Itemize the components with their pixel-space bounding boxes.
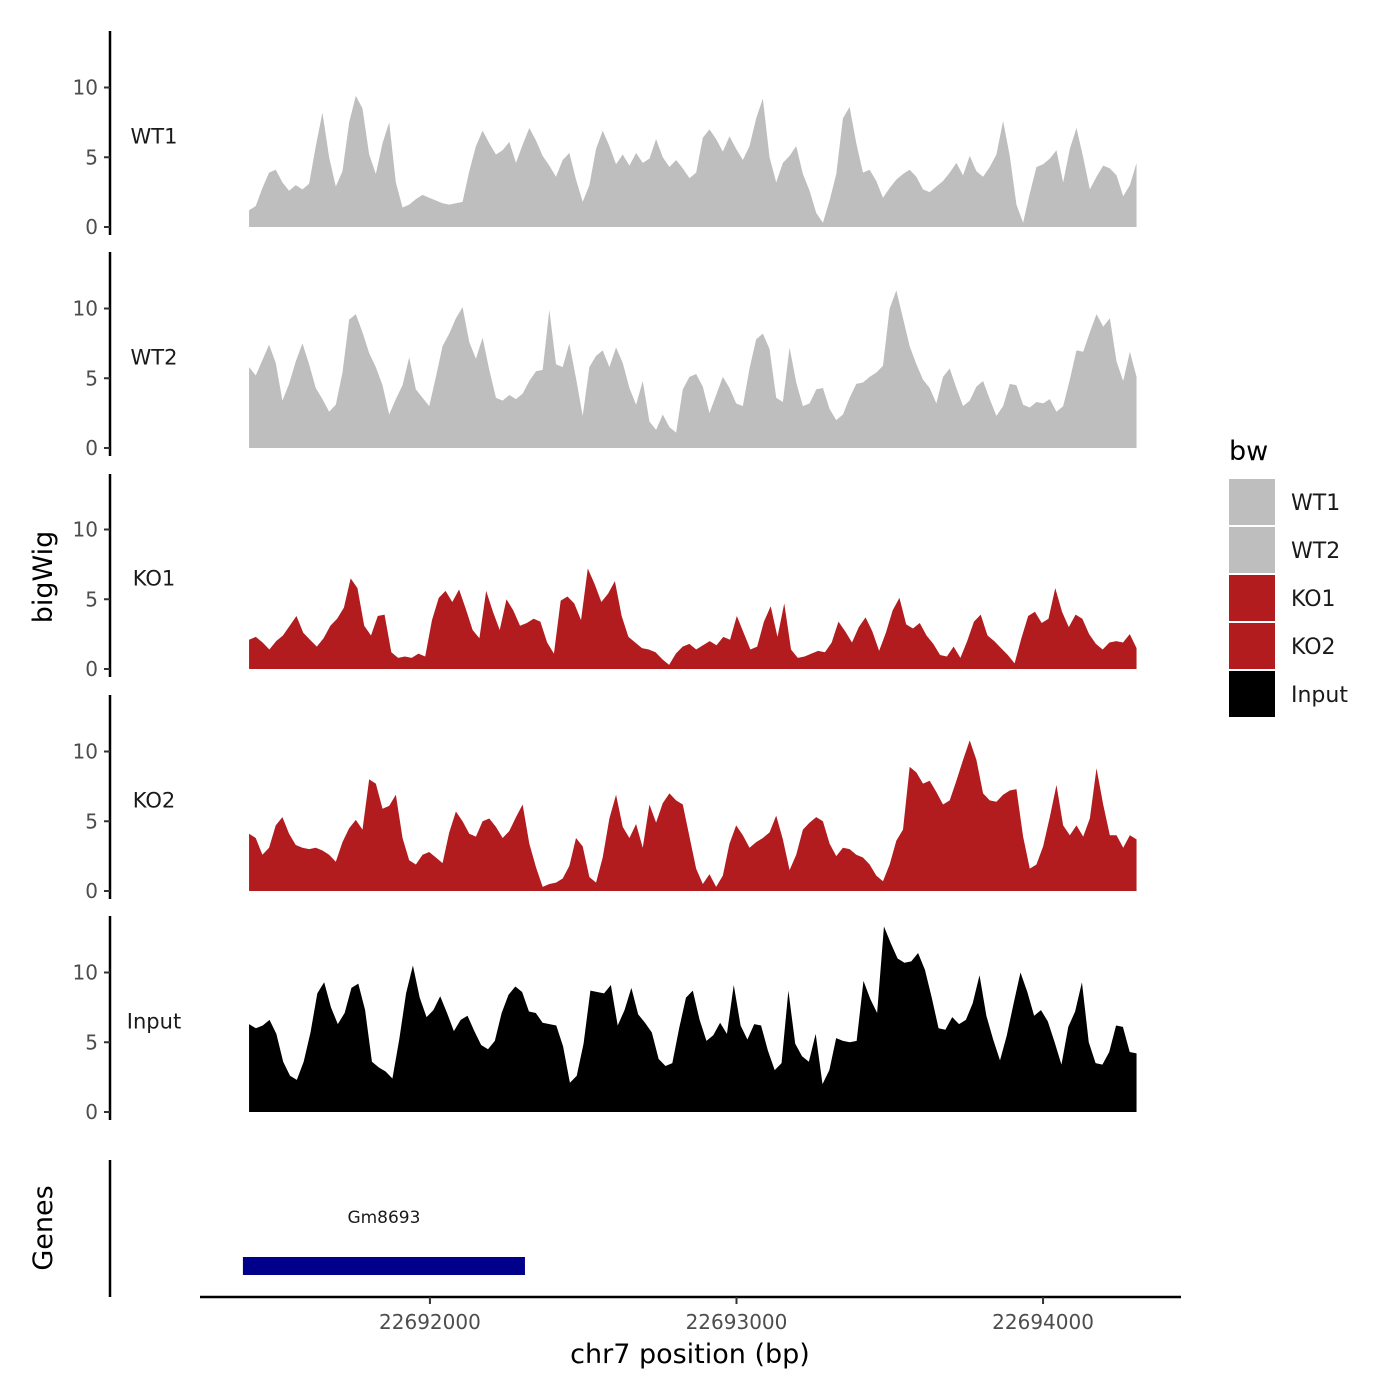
area-ko1 [249, 568, 1137, 669]
gene-label-gm8693: Gm8693 [347, 1208, 420, 1228]
y-tick-label: 5 [85, 1030, 98, 1054]
y-tick-label: 10 [73, 297, 98, 321]
area-wt1 [249, 95, 1137, 228]
legend-label-input: Input [1291, 683, 1348, 708]
legend-swatch-wt1 [1229, 479, 1275, 525]
x-axis: 22692000 22693000 22694000 [200, 1295, 1181, 1334]
y-tick-label: 5 [85, 587, 98, 611]
y-tick-label: 10 [73, 740, 98, 764]
track-label-ko2: KO2 [133, 788, 176, 812]
y-tick-label: 10 [73, 76, 98, 100]
legend-label-ko1: KO1 [1291, 587, 1336, 612]
x-tick-label: 22692000 [379, 1310, 481, 1334]
genes-axis-title: Genes [28, 1185, 59, 1270]
track-label-wt1: WT1 [131, 124, 178, 148]
y-tick-label: 10 [73, 518, 98, 542]
signal-tracks: 0 5 10 WT1 0 5 10 WT2 0 5 10 KO1 0 5 10 KO2 0 5 10 Input [73, 31, 1137, 1124]
y-tick-label: 0 [85, 215, 98, 239]
gene-track: Gm8693 [108, 1160, 525, 1297]
gene-body-gm8693 [242, 1257, 525, 1275]
area-ko2 [249, 740, 1137, 891]
y-tick-label: 0 [85, 657, 98, 681]
area-wt2 [249, 290, 1137, 448]
track-label-input: Input [127, 1009, 181, 1033]
area-input [249, 926, 1137, 1112]
track-ko1: 0 5 10 KO1 [73, 474, 1137, 681]
x-tick-label: 22693000 [686, 1310, 788, 1334]
legend-label-ko2: KO2 [1291, 635, 1336, 660]
track-label-wt2: WT2 [131, 345, 178, 369]
track-input: 0 5 10 Input [73, 916, 1137, 1124]
y-axis-title: bigWig [28, 531, 59, 624]
y-tick-label: 0 [85, 436, 98, 460]
legend-swatch-input [1229, 671, 1275, 717]
y-tick-label: 5 [85, 145, 98, 169]
track-wt2: 0 5 10 WT2 [73, 252, 1137, 460]
track-label-ko1: KO1 [133, 566, 176, 590]
y-tick-label: 0 [85, 1100, 98, 1124]
track-wt1: 0 5 10 WT1 [73, 31, 1137, 239]
y-tick-label: 10 [73, 961, 98, 985]
y-tick-label: 5 [85, 366, 98, 390]
legend: bw WT1 WT2 KO1 KO2 Input [1229, 436, 1348, 717]
x-tick-label: 22694000 [992, 1310, 1094, 1334]
track-ko2: 0 5 10 KO2 [73, 695, 1137, 903]
y-tick-label: 0 [85, 879, 98, 903]
legend-label-wt1: WT1 [1291, 491, 1340, 516]
legend-label-wt2: WT2 [1291, 539, 1340, 564]
legend-swatch-ko2 [1229, 623, 1275, 669]
legend-title: bw [1229, 436, 1268, 467]
legend-swatch-wt2 [1229, 527, 1275, 573]
x-axis-title: chr7 position (bp) [570, 1339, 810, 1370]
legend-swatch-ko1 [1229, 575, 1275, 621]
y-tick-label: 5 [85, 809, 98, 833]
